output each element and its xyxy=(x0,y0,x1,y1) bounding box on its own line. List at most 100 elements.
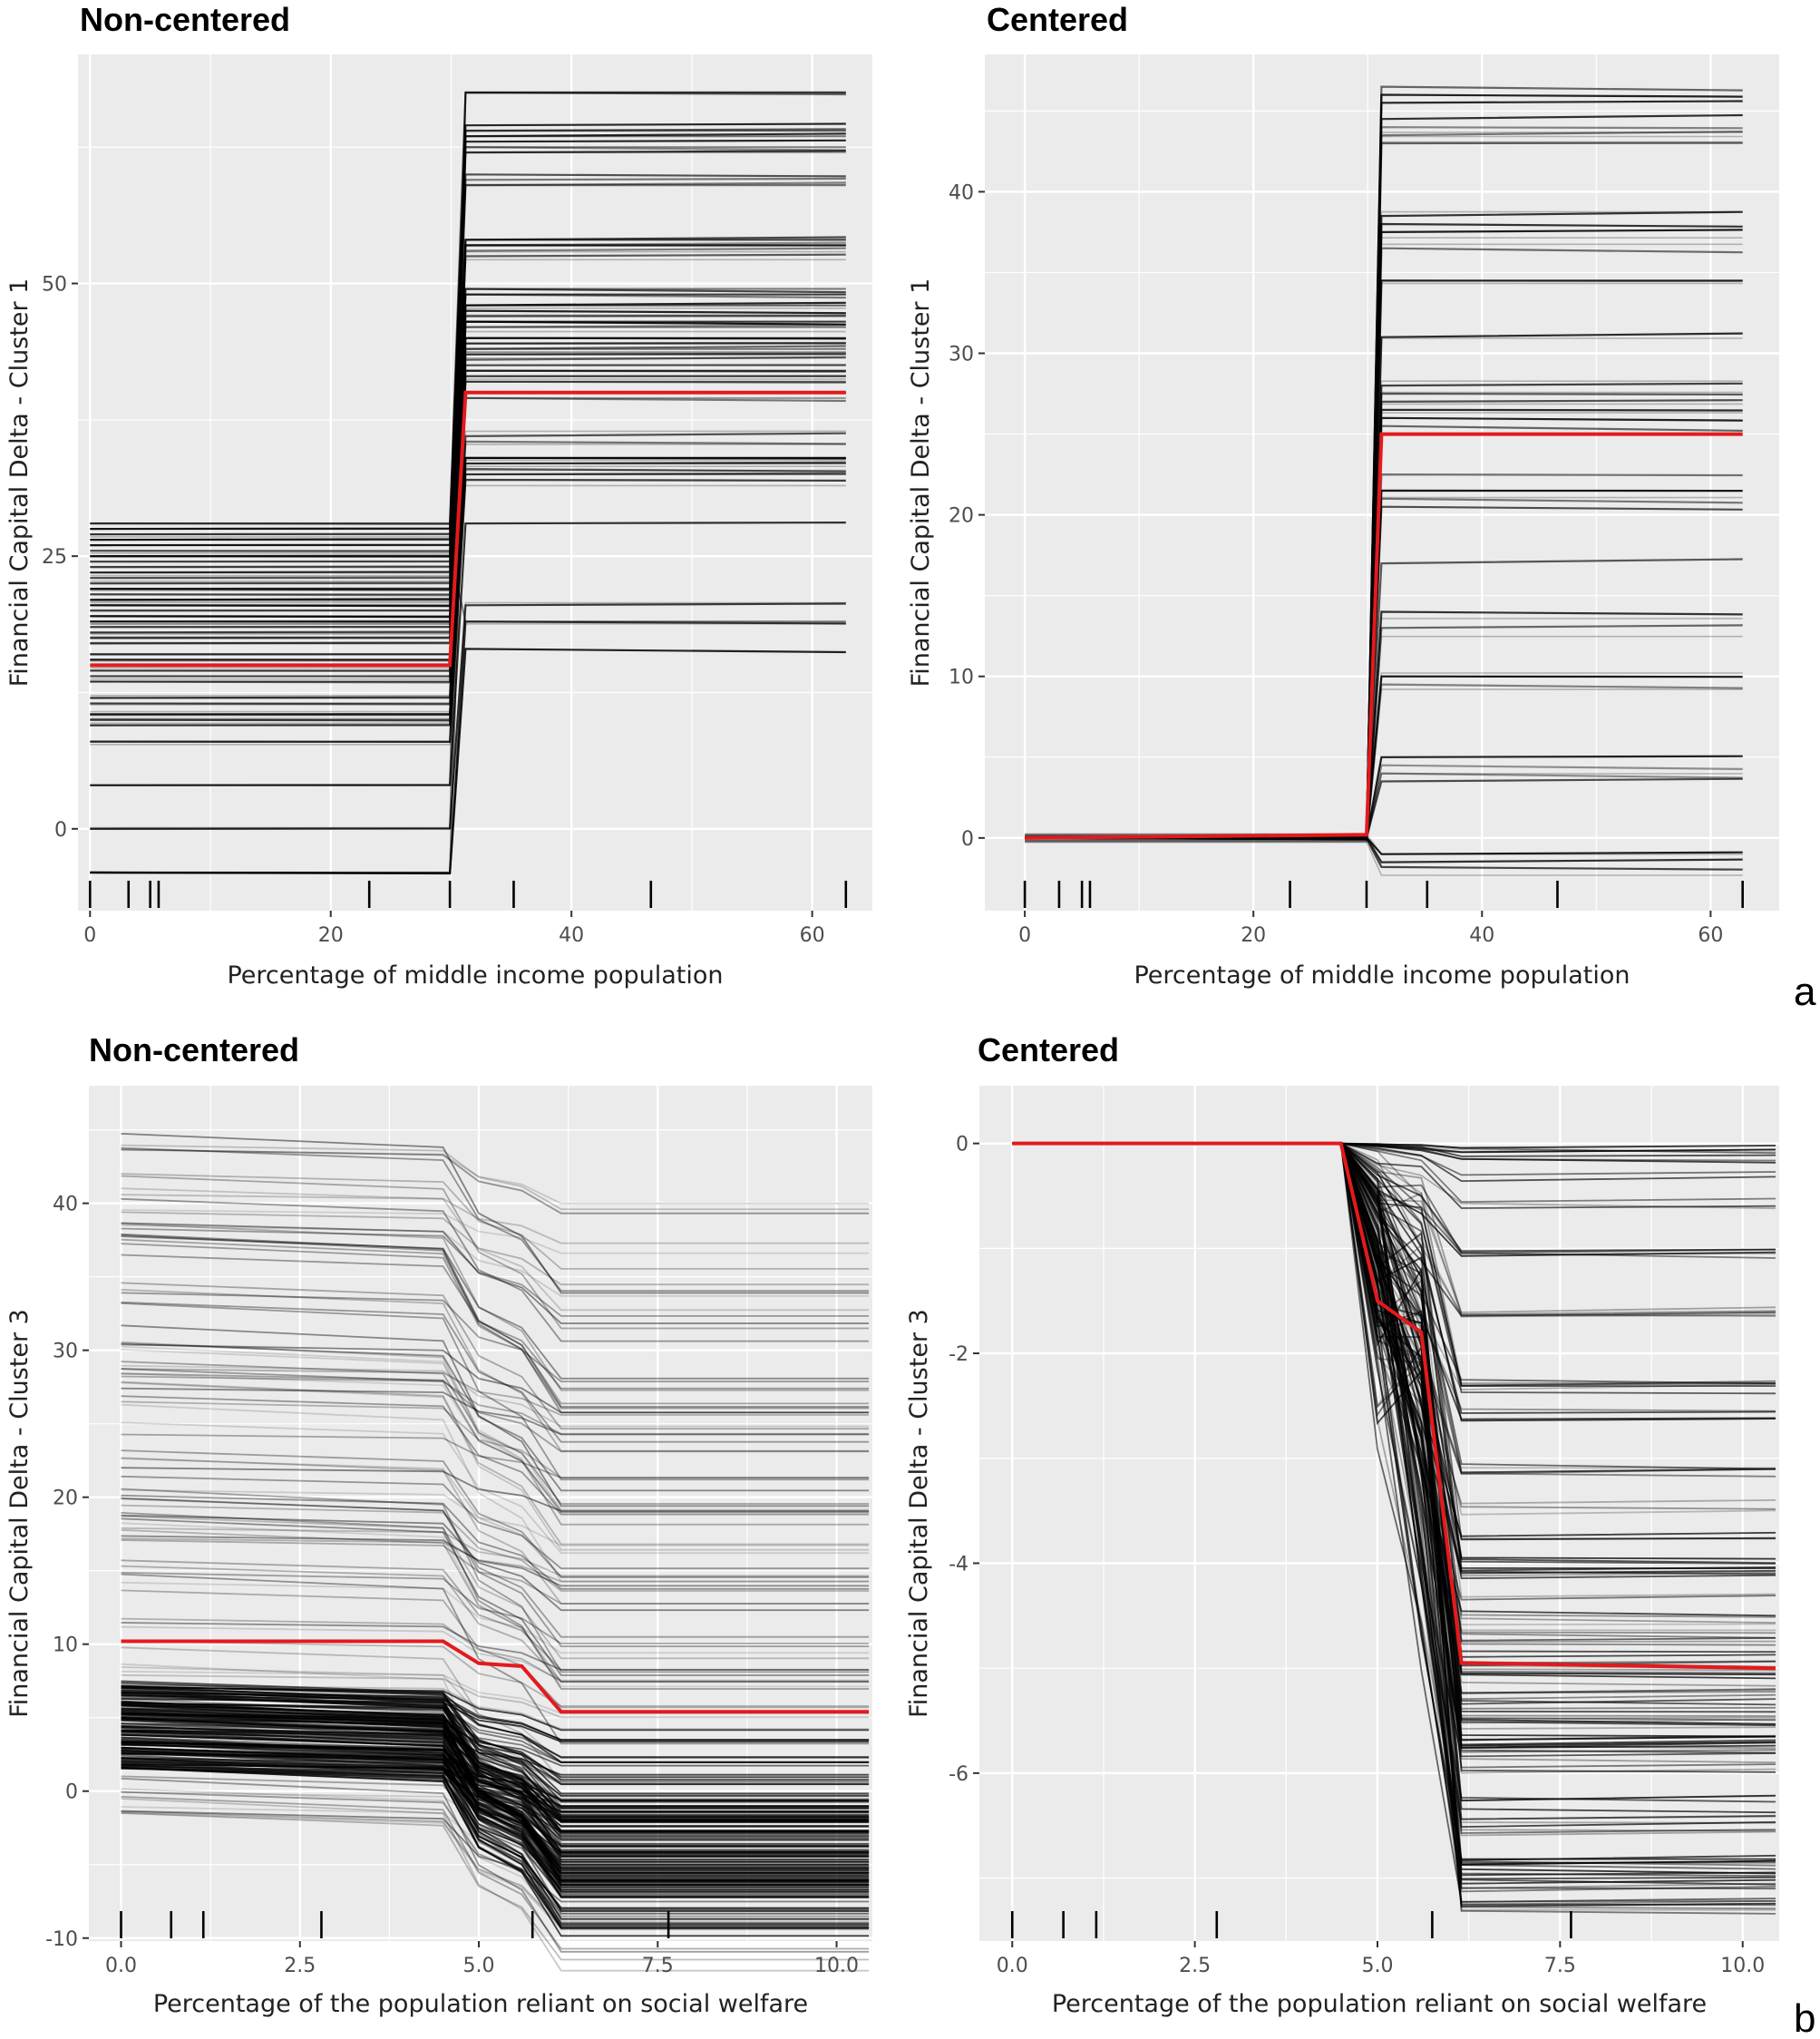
ice-line xyxy=(121,1194,870,1244)
ice-line xyxy=(121,1224,870,1297)
ice-line xyxy=(121,1421,870,1555)
y-axis-label: Financial Capital Delta - Cluster 3 xyxy=(5,1309,34,1718)
y-tick-label: -10 xyxy=(45,1928,78,1951)
ice-line xyxy=(121,1702,870,1758)
ice-line xyxy=(121,1727,870,1912)
chart-title: Centered xyxy=(978,1031,1119,1068)
ice-line xyxy=(121,1768,870,1854)
panel-b-centered: Centered 0.0 2.5 5.0 7.5 10.0 -6 -4 -2 0 Percentag… xyxy=(905,1031,1779,2018)
x-axis-label: Percentage of the population reliant on … xyxy=(1052,1990,1707,2018)
ice-line xyxy=(121,1777,870,1953)
ice-line xyxy=(121,1381,870,1551)
x-tick-label: 60 xyxy=(800,924,825,947)
ice-line xyxy=(121,1343,870,1414)
ice-line xyxy=(121,1375,870,1435)
ice-line xyxy=(121,1581,870,1654)
ice-line xyxy=(121,1738,870,1881)
ice-line xyxy=(121,1517,870,1676)
y-tick-label: 20 xyxy=(53,1488,78,1510)
y-axis-label: Financial Capital Delta - Cluster 3 xyxy=(905,1309,933,1718)
ice-line xyxy=(121,1387,870,1436)
ice-line xyxy=(121,1748,870,1833)
y-tick-label: 25 xyxy=(42,546,67,569)
ice-line xyxy=(121,1694,870,1839)
rug xyxy=(1023,881,1744,908)
ice-line xyxy=(121,1498,870,1638)
ice-line xyxy=(121,1686,870,1732)
ice-line xyxy=(121,1527,870,1577)
ice-line xyxy=(121,1703,870,1821)
ice-line xyxy=(121,1703,870,1820)
ice-line xyxy=(121,1364,870,1428)
ice-line xyxy=(121,1711,870,1883)
ice-line xyxy=(121,1467,870,1512)
ice-line xyxy=(121,1187,870,1312)
y-tick-label: 0 xyxy=(54,819,67,842)
ice-line xyxy=(121,1403,870,1583)
ice-line xyxy=(121,1718,870,1886)
ice-line xyxy=(121,1791,870,1847)
x-tick-label: 60 xyxy=(1698,924,1723,947)
ice-line xyxy=(90,601,846,829)
ice-line xyxy=(121,1368,870,1416)
y-tick-label: 10 xyxy=(949,667,974,689)
x-tick-label: 10.0 xyxy=(1720,1955,1765,1977)
ice-line xyxy=(121,1537,870,1583)
ice-line xyxy=(121,1730,870,1863)
ice-line xyxy=(121,1197,870,1342)
ice-line xyxy=(121,1722,870,1783)
ice-line xyxy=(121,1449,870,1578)
ice-line xyxy=(121,1559,870,1671)
rug xyxy=(1010,1911,1572,1938)
x-axis-label: Percentage of middle income population xyxy=(1134,961,1630,990)
ice-line xyxy=(121,1433,870,1479)
ice-line xyxy=(121,1729,870,1834)
ice-line xyxy=(1025,841,1743,876)
ice-line xyxy=(121,1148,870,1205)
ice-line xyxy=(121,1235,870,1380)
ice-line xyxy=(121,1475,870,1570)
x-tick-label: 20 xyxy=(1241,924,1266,947)
ice-line xyxy=(121,1238,870,1405)
y-tick-label: 30 xyxy=(53,1341,78,1363)
ice-line xyxy=(121,1761,870,1848)
ice-line xyxy=(90,244,846,531)
ice-line xyxy=(121,1209,870,1254)
ice-line xyxy=(121,1175,870,1330)
ice-line xyxy=(121,1674,870,1719)
y-tick-label: 20 xyxy=(949,505,974,528)
ice-line xyxy=(121,1400,870,1478)
ice-line xyxy=(121,1790,870,1917)
ice-line xyxy=(121,1227,870,1317)
ice-line xyxy=(121,1457,870,1605)
ice-line xyxy=(121,1722,870,1898)
ice-line xyxy=(121,1515,870,1660)
x-tick-label: 0.0 xyxy=(105,1955,137,1977)
ice-line xyxy=(121,1691,870,1857)
ice-line xyxy=(121,1243,870,1410)
ice-line xyxy=(1025,618,1743,843)
ice-line xyxy=(121,1622,870,1671)
ice-line xyxy=(121,1767,870,1929)
ice-line xyxy=(121,1683,870,1808)
x-tick-label: 40 xyxy=(1469,924,1494,947)
ice-line xyxy=(121,1301,870,1443)
y-tick-label: -2 xyxy=(949,1343,968,1366)
y-tick-label: 0 xyxy=(956,1134,968,1156)
ice-line xyxy=(121,1361,870,1505)
ice-line xyxy=(121,1211,870,1286)
y-tick-label: 40 xyxy=(53,1194,78,1216)
ice-line xyxy=(121,1687,870,1858)
ice-line xyxy=(121,1682,870,1801)
ice-line xyxy=(121,1757,870,1869)
y-tick-label: 0 xyxy=(961,828,974,851)
ice-line xyxy=(121,1742,870,1864)
ice-line xyxy=(121,1736,870,1874)
ice-line xyxy=(121,1522,870,1688)
ice-line xyxy=(121,1148,870,1215)
ice-line xyxy=(121,1741,870,1838)
ice-line xyxy=(121,1708,870,1819)
ice-line xyxy=(121,1709,870,1831)
ice-curves xyxy=(121,1133,870,1972)
